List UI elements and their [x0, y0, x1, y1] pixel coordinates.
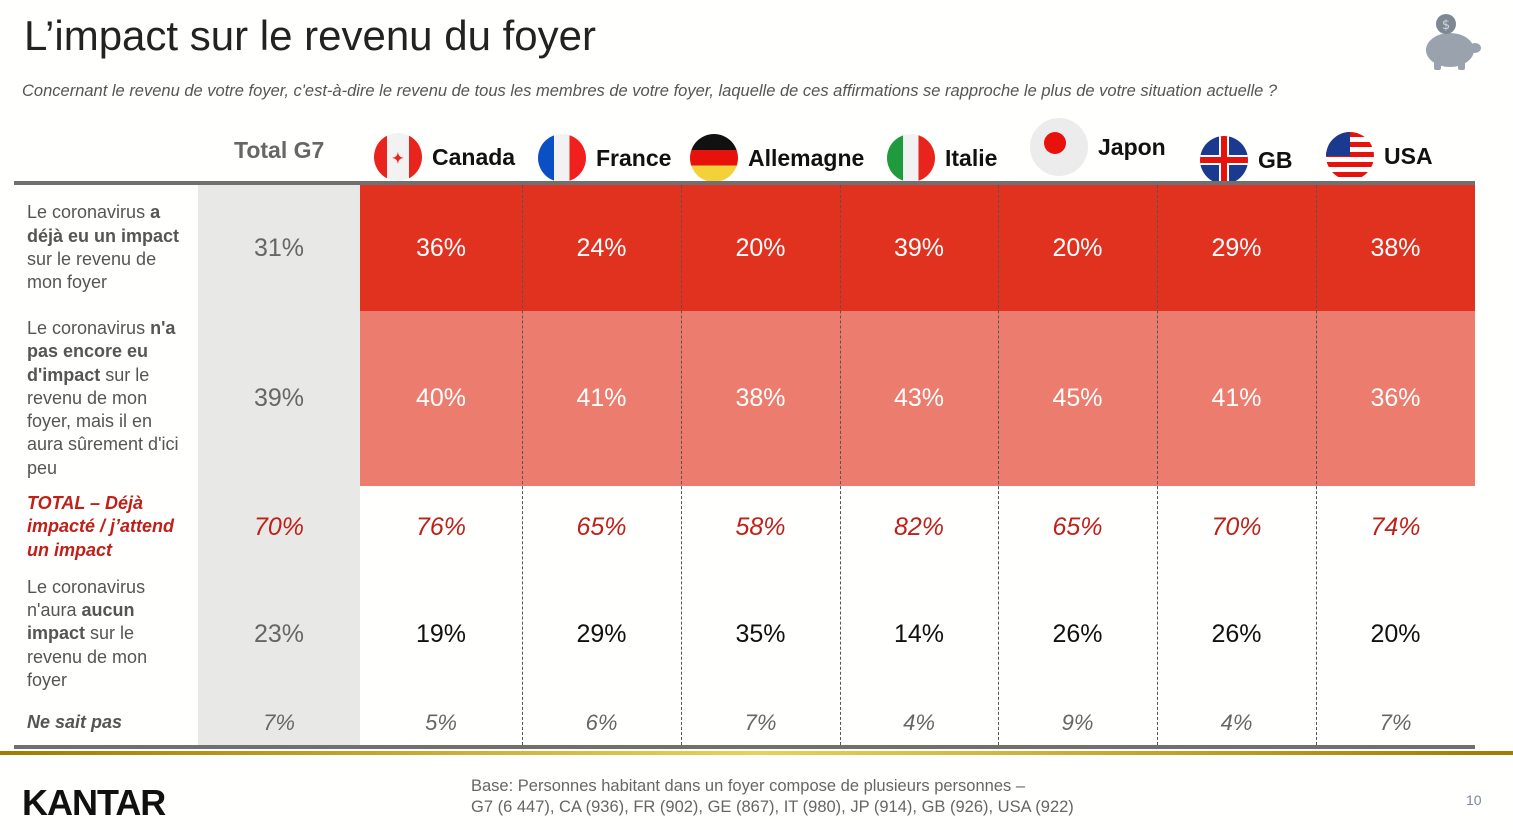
- column-label: Japon: [1098, 133, 1166, 160]
- value-cell-japon: 20%: [998, 185, 1157, 311]
- table-bottom-rule: [14, 745, 1475, 749]
- piggy-bank-icon: $: [1426, 14, 1481, 70]
- value-cell-total-g7: 39%: [253, 384, 305, 412]
- value-cell-usa: 74%: [1370, 512, 1421, 541]
- flag-usa-icon: [1326, 132, 1374, 180]
- column-separator: [522, 185, 523, 745]
- row-label-segment: Ne sait pas: [27, 711, 123, 732]
- value-cell-france: 24%: [522, 185, 681, 311]
- base-line-1: Base: Personnes habitant dans un foyer c…: [471, 777, 1026, 795]
- value-cell-france: 65%: [576, 512, 627, 541]
- value-cell-gb: 29%: [1157, 185, 1316, 311]
- value-cell-gb: 26%: [1211, 619, 1262, 648]
- value-cell-japon: 65%: [1052, 512, 1103, 541]
- column-label: Total G7: [234, 136, 325, 163]
- row-label-segment: sur le revenu de mon foyer: [27, 249, 157, 293]
- base-line-2: G7 (6 447), CA (936), FR (902), GE (867)…: [471, 798, 1074, 816]
- column-separator: [1157, 185, 1158, 745]
- value-cell-canada: 19%: [415, 619, 467, 648]
- row-label-segment: sur le revenu de mon foyer: [27, 623, 148, 690]
- total-column-bg: [198, 185, 360, 745]
- row-label: Le coronavirus n'a pas encore eu d'impac…: [27, 311, 192, 486]
- value-cell-japon: 9%: [1061, 709, 1094, 735]
- column-header-gb: GB: [1200, 130, 1293, 190]
- column-label: USA: [1384, 142, 1433, 169]
- value-cell-japon: 45%: [998, 311, 1157, 486]
- column-separator: [681, 185, 682, 745]
- value-cell-france: 41%: [522, 311, 681, 486]
- value-cell-canada: 5%: [425, 709, 457, 735]
- value-cell-canada: 40%: [360, 311, 522, 486]
- row-label: Le coronavirus n'aura aucun impact sur l…: [27, 568, 192, 700]
- value-cell-italie: 39%: [840, 185, 998, 311]
- row-label: Ne sait pas: [27, 700, 192, 745]
- column-label: Canada: [432, 143, 516, 170]
- value-cell-total-g7: 23%: [253, 619, 305, 648]
- value-cell-allemagne: 58%: [735, 512, 786, 541]
- flag-italie-icon: [887, 134, 935, 182]
- column-header-canada: ✦ Canada: [374, 127, 515, 187]
- flag-gb-icon: [1200, 136, 1248, 184]
- column-header-total-g7: Total G7: [234, 120, 324, 180]
- question-text: Concernant le revenu de votre foyer, c'e…: [22, 82, 1278, 100]
- value-cell-total-g7: 31%: [253, 233, 305, 262]
- value-cell-allemagne: 35%: [735, 619, 786, 648]
- value-cell-usa: 38%: [1316, 185, 1475, 311]
- row-label-segment: TOTAL – Déjà impacté / j’attend un impac…: [27, 493, 175, 560]
- column-label: France: [596, 144, 672, 171]
- column-label: Allemagne: [748, 144, 865, 171]
- kantar-logo: KANTAR: [22, 782, 166, 823]
- gold-divider: [0, 751, 1513, 755]
- value-cell-italie: 82%: [893, 512, 945, 541]
- column-separator: [840, 185, 841, 745]
- svg-text:$: $: [1442, 18, 1450, 33]
- row-label: TOTAL – Déjà impacté / j’attend un impac…: [27, 486, 192, 568]
- value-cell-gb: 4%: [1220, 709, 1253, 735]
- value-cell-france: 6%: [585, 709, 618, 735]
- value-cell-usa: 36%: [1316, 311, 1475, 486]
- flag-france-icon: [538, 134, 586, 182]
- column-header-italie: Italie: [887, 128, 997, 188]
- column-header-japon: Japon: [1030, 117, 1166, 177]
- value-cell-canada: 36%: [360, 185, 522, 311]
- value-cell-italie: 14%: [893, 619, 945, 648]
- value-cell-allemagne: 20%: [681, 185, 840, 311]
- value-cell-japon: 26%: [1052, 619, 1103, 648]
- column-label: GB: [1258, 146, 1293, 173]
- value-cell-total-g7: 7%: [263, 709, 295, 735]
- value-cell-gb: 41%: [1157, 311, 1316, 486]
- column-header-allemagne: Allemagne: [690, 128, 864, 188]
- row-label-segment: n'a pas encore eu d'impact: [27, 317, 176, 385]
- value-cell-canada: 76%: [415, 512, 467, 541]
- value-cell-usa: 7%: [1379, 709, 1412, 735]
- row-label-segment: Le coronavirus n'aura: [27, 576, 146, 621]
- value-cell-usa: 20%: [1370, 619, 1421, 648]
- flag-allemagne-icon: [690, 134, 738, 182]
- value-cell-gb: 70%: [1211, 512, 1262, 541]
- page-title: L’impact sur le revenu du foyer: [24, 12, 596, 59]
- column-label: Italie: [945, 144, 998, 171]
- base-note: Base: Personnes habitant dans un foyer c…: [471, 776, 1074, 818]
- value-cell-france: 29%: [576, 619, 627, 648]
- row-label-segment: aucun impact: [27, 600, 135, 644]
- row-label-segment: a déjà eu un impact: [27, 202, 180, 246]
- value-cell-italie: 43%: [840, 311, 998, 486]
- row-label-segment: sur le revenu de mon foyer, mais il en a…: [27, 364, 179, 478]
- value-cell-allemagne: 7%: [744, 709, 777, 735]
- row-label-segment: Le coronavirus: [27, 202, 151, 223]
- column-separator: [998, 185, 999, 745]
- value-cell-italie: 4%: [903, 709, 935, 735]
- column-header-france: France: [538, 128, 671, 188]
- flag-canada-icon: ✦: [374, 133, 422, 181]
- page-number: 10: [1466, 792, 1482, 808]
- column-header-usa: USA: [1326, 126, 1433, 186]
- column-separator: [1316, 185, 1317, 745]
- flag-japon-icon: [1030, 118, 1088, 176]
- row-label-segment: Le coronavirus: [27, 317, 151, 338]
- value-cell-allemagne: 38%: [681, 311, 840, 486]
- row-label: Le coronavirus a déjà eu un impact sur l…: [27, 185, 192, 311]
- table-top-rule: [14, 181, 1475, 185]
- value-cell-total-g7: 70%: [253, 512, 305, 541]
